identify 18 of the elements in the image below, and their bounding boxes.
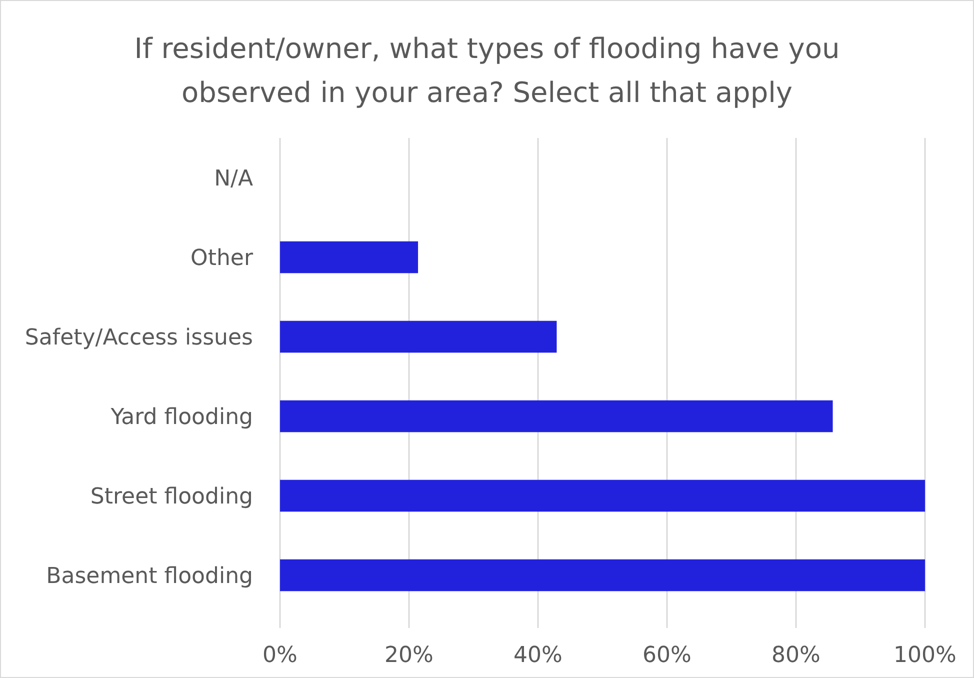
bar <box>280 320 557 353</box>
x-tick-label: 0% <box>262 643 298 668</box>
x-tick-label: 60% <box>642 643 692 668</box>
y-tick-label: Other <box>190 246 254 271</box>
y-tick-label: Safety/Access issues <box>24 325 253 350</box>
x-tick-label: 40% <box>514 643 562 668</box>
y-tick-label: Basement flooding <box>46 564 253 589</box>
bar <box>280 241 418 274</box>
chart-title: If resident/owner, what types of flooding have you observed in your area? Select all that apply <box>134 32 840 109</box>
y-tick-label: N/A <box>214 166 253 192</box>
x-tick-label: 80% <box>772 643 820 668</box>
bar <box>280 400 833 432</box>
y-tick-label: Street flooding <box>90 484 253 510</box>
x-tick-label: 100% <box>894 643 956 668</box>
x-tick-label: 20% <box>384 643 434 668</box>
bar <box>280 559 925 592</box>
bar <box>280 480 925 512</box>
y-tick-label: Yard flooding <box>110 404 253 430</box>
